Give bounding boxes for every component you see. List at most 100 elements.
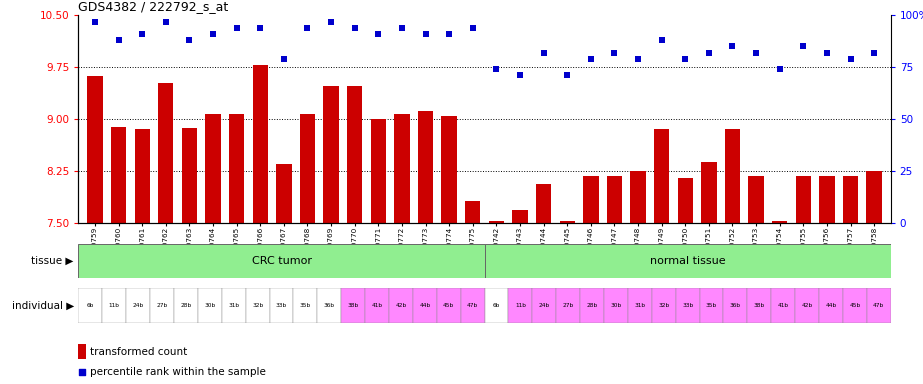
Bar: [676, 288, 700, 323]
Point: [583, 56, 598, 62]
Bar: [347, 86, 363, 223]
Text: 32b: 32b: [658, 303, 669, 308]
Point: [844, 56, 858, 62]
Text: transformed count: transformed count: [90, 347, 187, 357]
Point: [135, 31, 150, 37]
Point: [300, 25, 315, 31]
Point: [324, 18, 339, 25]
Point: [277, 56, 292, 62]
Bar: [437, 288, 461, 323]
Text: 44b: 44b: [419, 303, 430, 308]
Text: 41b: 41b: [778, 303, 789, 308]
Text: 45b: 45b: [849, 303, 860, 308]
Text: 35b: 35b: [300, 303, 311, 308]
Bar: [198, 288, 222, 323]
Bar: [394, 114, 410, 223]
Point: [749, 50, 763, 56]
Point: [159, 18, 174, 25]
Bar: [606, 176, 622, 223]
Point: [796, 43, 810, 50]
Text: 36b: 36b: [324, 303, 335, 308]
Bar: [88, 76, 102, 223]
Text: 33b: 33b: [682, 303, 693, 308]
Bar: [111, 127, 126, 223]
Text: tissue ▶: tissue ▶: [31, 256, 74, 266]
Bar: [583, 176, 598, 223]
Bar: [253, 65, 268, 223]
Bar: [819, 288, 843, 323]
Text: 41b: 41b: [372, 303, 383, 308]
Bar: [604, 288, 628, 323]
Point: [607, 50, 622, 56]
Bar: [772, 288, 795, 323]
Bar: [78, 344, 86, 359]
Bar: [441, 116, 457, 223]
Bar: [418, 111, 433, 223]
Bar: [465, 200, 481, 223]
Bar: [795, 288, 819, 323]
Text: 42b: 42b: [801, 303, 813, 308]
Text: 27b: 27b: [562, 303, 574, 308]
Text: 42b: 42b: [395, 303, 407, 308]
Bar: [135, 129, 150, 223]
Bar: [630, 171, 646, 223]
Text: GDS4382 / 222792_s_at: GDS4382 / 222792_s_at: [78, 0, 229, 13]
Bar: [174, 288, 198, 323]
Point: [206, 31, 221, 37]
Bar: [222, 288, 246, 323]
Text: 24b: 24b: [133, 303, 144, 308]
Bar: [102, 288, 126, 323]
Text: 38b: 38b: [348, 303, 359, 308]
Bar: [413, 288, 437, 323]
Text: 30b: 30b: [204, 303, 215, 308]
Point: [394, 25, 409, 31]
Point: [347, 25, 362, 31]
Bar: [150, 288, 174, 323]
Text: percentile rank within the sample: percentile rank within the sample: [90, 367, 266, 377]
Bar: [485, 288, 509, 323]
Point: [677, 56, 692, 62]
Point: [489, 66, 504, 72]
Bar: [654, 129, 669, 223]
Bar: [581, 288, 604, 323]
Text: 32b: 32b: [252, 303, 263, 308]
Bar: [749, 176, 763, 223]
Bar: [461, 288, 485, 323]
Bar: [724, 288, 748, 323]
Text: 31b: 31b: [634, 303, 645, 308]
Point: [630, 56, 645, 62]
Text: 24b: 24b: [539, 303, 550, 308]
Bar: [748, 288, 772, 323]
Text: 33b: 33b: [276, 303, 287, 308]
Bar: [366, 288, 389, 323]
Bar: [533, 288, 557, 323]
Bar: [485, 244, 891, 278]
Point: [536, 50, 551, 56]
Bar: [867, 288, 891, 323]
Bar: [371, 119, 386, 223]
Text: 38b: 38b: [754, 303, 765, 308]
Text: normal tissue: normal tissue: [650, 256, 725, 266]
Point: [867, 50, 881, 56]
Bar: [78, 288, 102, 323]
Text: 36b: 36b: [730, 303, 741, 308]
Bar: [652, 288, 676, 323]
Bar: [509, 288, 533, 323]
Bar: [229, 114, 245, 223]
Bar: [342, 288, 366, 323]
Text: 27b: 27b: [156, 303, 168, 308]
Text: 47b: 47b: [467, 303, 478, 308]
Bar: [536, 184, 551, 223]
Point: [820, 50, 834, 56]
Text: 28b: 28b: [586, 303, 598, 308]
Bar: [725, 129, 740, 223]
Text: 6b: 6b: [87, 303, 94, 308]
Bar: [158, 83, 174, 223]
Text: 30b: 30b: [610, 303, 621, 308]
Bar: [557, 288, 581, 323]
Bar: [276, 164, 292, 223]
Text: 44b: 44b: [825, 303, 836, 308]
Bar: [323, 86, 339, 223]
Text: 31b: 31b: [228, 303, 239, 308]
Bar: [78, 244, 485, 278]
